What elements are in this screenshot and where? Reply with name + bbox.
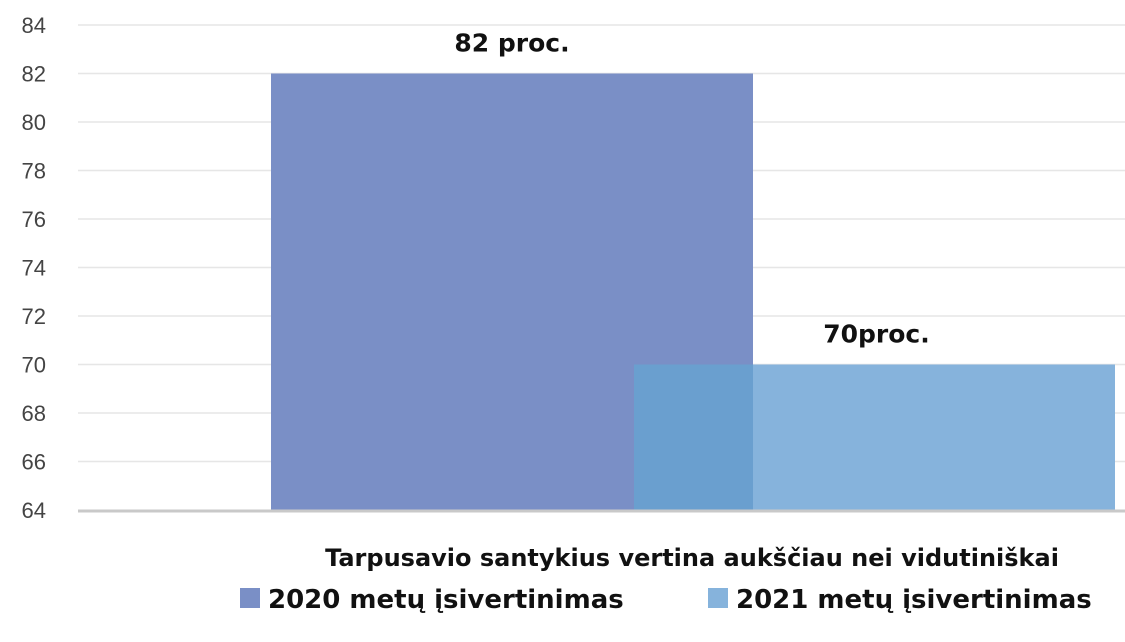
legend-swatch	[240, 588, 260, 608]
y-tick-label: 70	[22, 353, 46, 378]
y-tick-label: 78	[22, 159, 46, 184]
y-tick-label: 64	[22, 498, 46, 523]
data-labels: 82 proc. 70proc.	[454, 29, 929, 349]
data-label: 70proc.	[823, 320, 930, 349]
data-label: 82 proc.	[454, 29, 569, 58]
y-tick-label: 74	[22, 256, 46, 281]
y-tick-label: 80	[22, 110, 46, 135]
y-axis-ticks: 64 66 68 70 72 74 76 78 80 82 84	[22, 13, 46, 523]
bars	[271, 73, 1115, 510]
y-tick-label: 84	[22, 13, 46, 38]
bar-overlap	[634, 364, 753, 510]
y-tick-label: 82	[22, 62, 46, 87]
y-tick-label: 66	[22, 450, 46, 475]
y-tick-label: 68	[22, 401, 46, 426]
y-tick-label: 72	[22, 304, 46, 329]
y-tick-label: 76	[22, 207, 46, 232]
legend-swatch	[708, 588, 728, 608]
x-category-label: Tarpusavio santykius vertina aukščiau ne…	[325, 544, 1059, 572]
legend-label: 2021 metų įsivertinimas	[736, 585, 1092, 615]
legend: 2020 metų įsivertinimas 2021 metų įsivert…	[240, 585, 1092, 615]
legend-label: 2020 metų įsivertinimas	[268, 585, 624, 615]
